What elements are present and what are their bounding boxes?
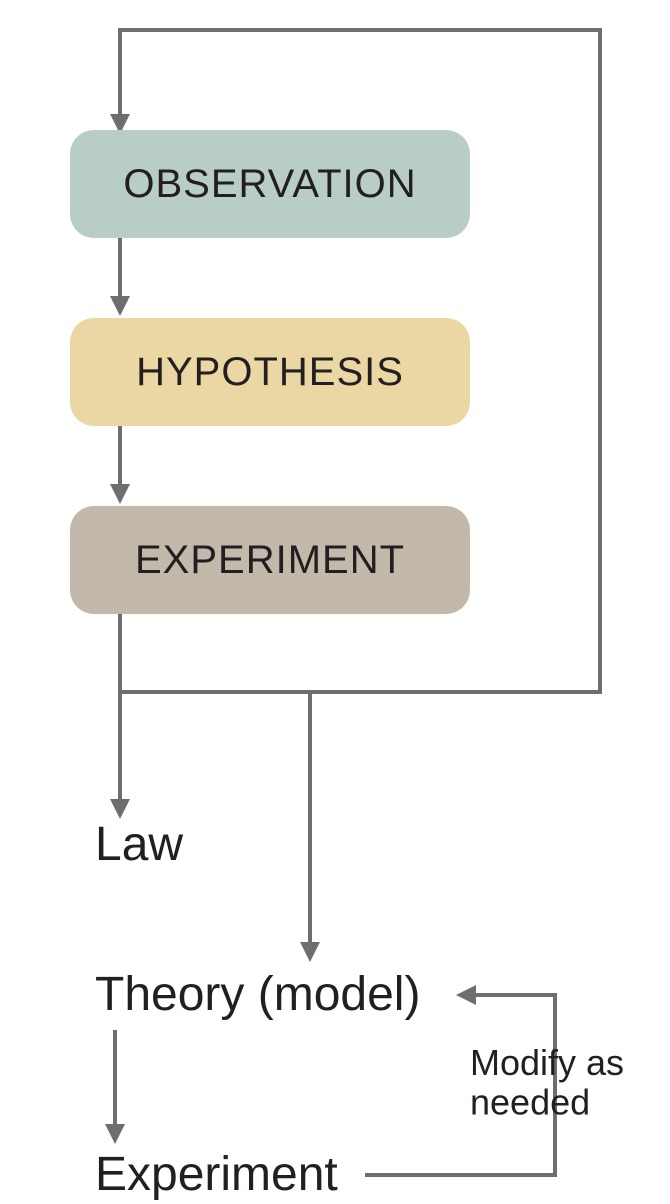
node-theory: Theory (model): [95, 968, 420, 1021]
node-observation: OBSERVATION: [70, 130, 470, 238]
node-experiment-box: EXPERIMENT: [70, 506, 470, 614]
node-modify: Modify asneeded: [470, 1042, 624, 1123]
node-law: Law: [95, 818, 183, 871]
node-experiment-text: Experiment: [95, 1148, 338, 1201]
node-experiment-box-label: EXPERIMENT: [135, 538, 405, 582]
node-hypothesis: HYPOTHESIS: [70, 318, 470, 426]
node-observation-label: OBSERVATION: [123, 162, 416, 206]
node-hypothesis-label: HYPOTHESIS: [136, 350, 404, 394]
